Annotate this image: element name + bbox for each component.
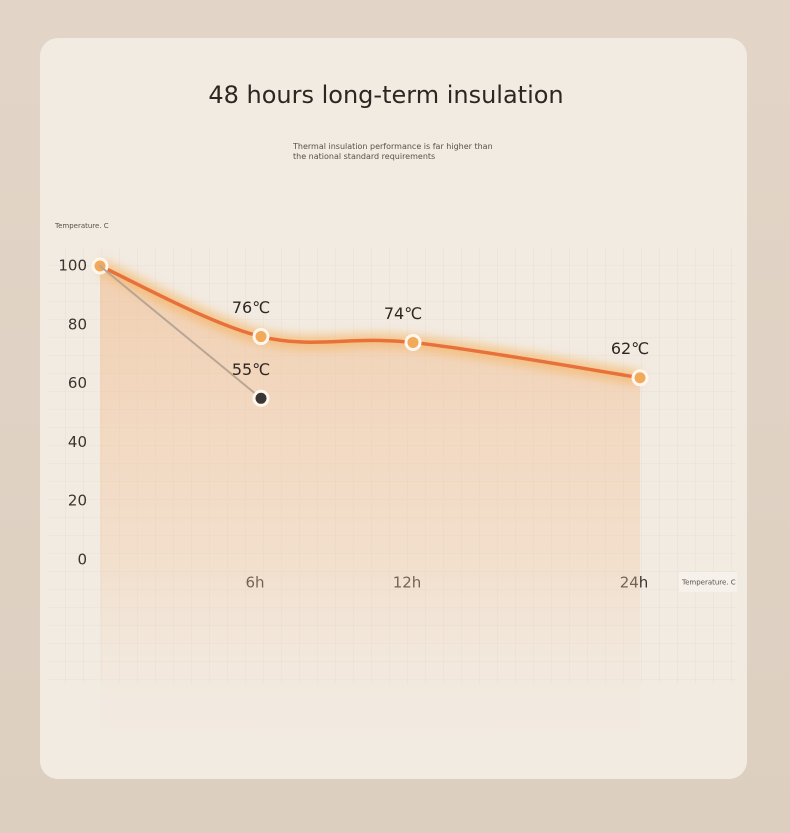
y-tick-label: 80 <box>68 315 87 333</box>
series-line <box>99 265 262 400</box>
series-line <box>98 264 642 380</box>
x-axis-label: Temperature. C <box>681 579 736 587</box>
point-marker <box>252 328 270 346</box>
x-label-box <box>679 572 737 592</box>
point-marker <box>252 389 270 407</box>
chart-title: 48 hours long-term insulation <box>208 81 563 109</box>
y-axis-label: Temperature. C <box>54 222 109 230</box>
y-tick-label: 20 <box>68 492 87 510</box>
point-marker <box>404 333 422 351</box>
value-label: 76℃ <box>232 298 270 317</box>
y-tick-label: 60 <box>68 374 87 392</box>
y-tick-label: 100 <box>58 257 87 275</box>
area-fill <box>100 266 640 760</box>
value-label: 62℃ <box>611 339 649 358</box>
value-label: 74℃ <box>384 304 422 323</box>
point-marker <box>631 369 649 387</box>
subtitle: Thermal insulation performance is far hi… <box>293 142 493 161</box>
y-tick-label: 40 <box>68 433 87 451</box>
value-label: 55℃ <box>232 360 270 379</box>
y-tick-label: 0 <box>77 551 87 569</box>
